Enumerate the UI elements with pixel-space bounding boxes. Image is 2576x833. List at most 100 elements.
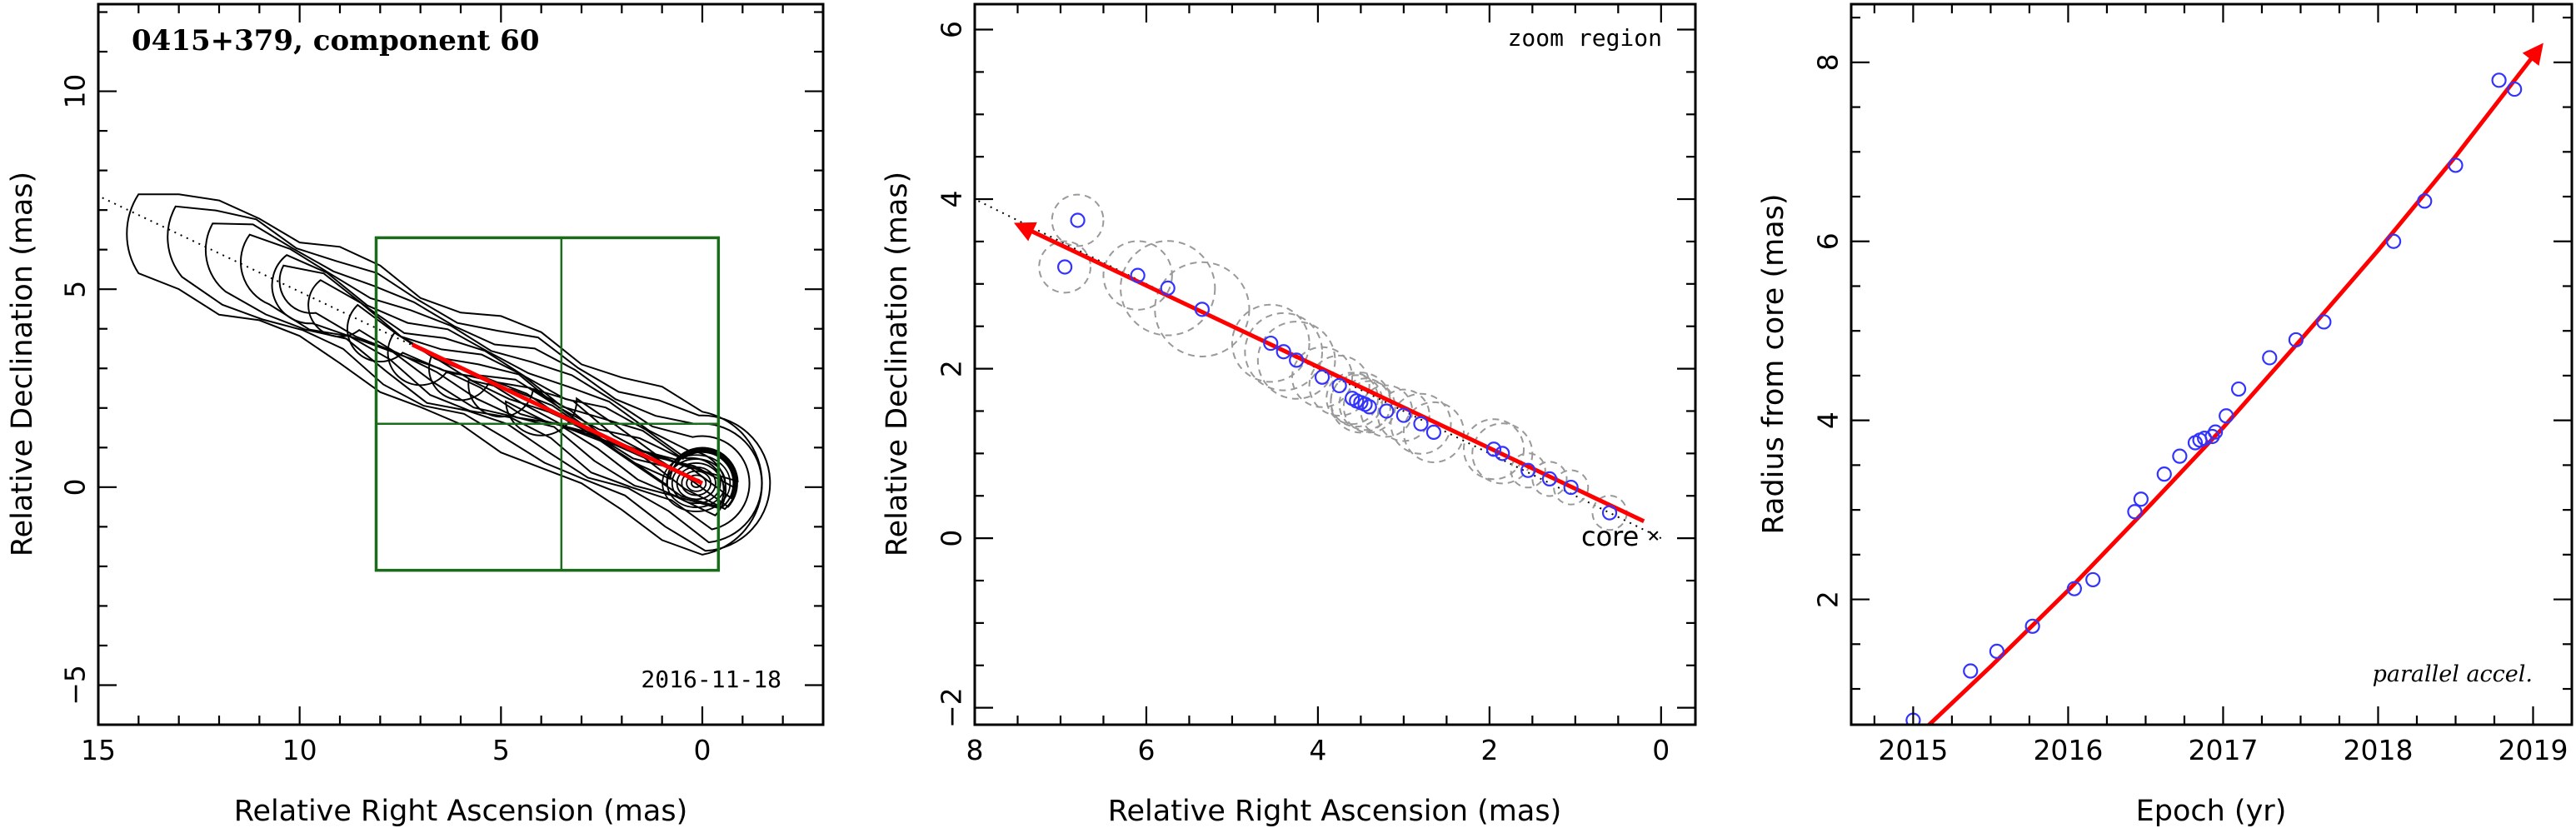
panel3-plot-content [1905, 42, 2544, 725]
uncertainty-circle [1330, 374, 1384, 428]
panel1-title: 0415+379, component 60 [132, 24, 540, 57]
contour-level [126, 193, 763, 556]
data-point [1130, 267, 1146, 283]
panel1-yaxis: −5 0 5 10 [59, 11, 823, 726]
panel1-frame [97, 2, 825, 726]
data-point [1989, 643, 2004, 659]
xtick-label: 10 [282, 734, 317, 766]
data-point [2133, 491, 2149, 507]
panel-zoom-region: 8 6 4 2 0 −2 0 2 4 6 zoom region core Relative R… [881, 2, 1697, 828]
ytick-label: 0 [59, 478, 92, 496]
uncertainty-circle [1256, 321, 1336, 400]
panel1-xaxis: 15 10 5 0 [81, 4, 825, 766]
panel1-xlabel: Relative Right Ascension (mas) [234, 795, 687, 828]
ytick-label: 0 [936, 530, 968, 547]
panel2-plot-content [975, 193, 1662, 541]
uncertainty-circle [1553, 469, 1590, 506]
panel3-frame [1850, 2, 2574, 726]
uncertainty-circle [1338, 377, 1392, 431]
panel3-xlabel: Epoch (yr) [2136, 795, 2287, 828]
xtick-label: 2019 [2499, 734, 2569, 766]
contour-level [167, 205, 771, 552]
data-point [2204, 428, 2220, 445]
uncertainty-circle [1402, 401, 1465, 463]
uncertainty-circle [1244, 312, 1324, 392]
xtick-label: 0 [1652, 734, 1670, 766]
contour-level [204, 222, 763, 544]
panel3-ylabel: Radius from core (mas) [1757, 193, 1790, 534]
panel1-date-label: 2016-11-18 [641, 666, 781, 693]
jet-axis-line [975, 198, 1662, 540]
data-point [2448, 157, 2464, 173]
data-point [2208, 424, 2224, 440]
data-point [2417, 193, 2433, 209]
uncertainty-circle [1510, 452, 1546, 489]
xtick-label: 2018 [2343, 734, 2413, 766]
data-point [1379, 403, 1395, 419]
uncertainty-circle [1231, 303, 1310, 383]
data-point [2024, 618, 2040, 634]
panel1-plot-content [98, 193, 771, 572]
xtick-label: 6 [1137, 734, 1155, 766]
panel2-core-label: core [1581, 521, 1639, 552]
core-contour [686, 474, 707, 492]
data-point [1520, 462, 1536, 478]
ytick-label: 2 [1812, 591, 1845, 608]
core-contour [681, 470, 712, 496]
data-point [2316, 314, 2332, 330]
contour-level [467, 378, 736, 489]
data-point [1495, 446, 1510, 461]
xtick-label: 2017 [2188, 734, 2258, 766]
data-point [2491, 72, 2507, 88]
data-point [2507, 81, 2523, 97]
xtick-label: 2015 [1878, 734, 1948, 766]
data-point [1425, 424, 1442, 441]
uncertainty-circle [1390, 392, 1452, 455]
core-contour [676, 466, 716, 501]
core-contour [671, 462, 721, 505]
data-point [2085, 571, 2101, 588]
uncertainty-circle [1120, 240, 1216, 337]
ytick-label: 2 [936, 360, 968, 377]
trajectory-line [411, 342, 704, 486]
data-point [1963, 663, 1979, 679]
panel2-yaxis: −2 0 2 4 6 [936, 21, 1695, 728]
panel3-yaxis: 2 4 6 8 [1812, 17, 2572, 691]
panel2-frame [973, 2, 1697, 726]
data-point [1057, 259, 1073, 275]
panel3-xaxis: 2015 2016 2017 2018 2019 [1873, 4, 2574, 766]
data-point [2156, 466, 2172, 482]
data-point [1361, 399, 1377, 415]
data-point [2219, 408, 2234, 424]
uncertainty-circle [1325, 372, 1379, 426]
data-point [1289, 352, 1305, 368]
data-point [1395, 407, 1411, 423]
panel2-xlabel: Relative Right Ascension (mas) [1108, 795, 1561, 828]
zoom-box [374, 236, 721, 572]
ytick-label: 10 [59, 74, 92, 109]
panel2-xaxis: 8 6 4 2 0 [966, 4, 1670, 766]
data-point [1331, 377, 1347, 394]
data-point [2288, 332, 2304, 348]
xtick-label: 8 [966, 734, 984, 766]
core-contour [661, 454, 731, 512]
xtick-label: 0 [694, 734, 711, 766]
data-point [1541, 471, 1558, 486]
uncertainty-circle [1308, 354, 1370, 416]
data-point [1160, 280, 1176, 297]
data-point [1194, 302, 1210, 317]
panel-contour-map: 15 10 5 0 −5 0 5 10 0415+379, component 60 201… [6, 2, 825, 828]
ytick-label: 6 [1812, 232, 1845, 250]
data-point [1276, 344, 1291, 360]
core-contour [666, 458, 726, 508]
data-point [1314, 369, 1330, 385]
ytick-label: −5 [59, 665, 92, 706]
panel2-title: zoom region [1508, 24, 1662, 52]
core-marker [1649, 531, 1659, 541]
ytick-label: 5 [59, 281, 92, 298]
xtick-label: 5 [492, 734, 510, 766]
data-point [2262, 350, 2278, 366]
ytick-label: 8 [1812, 53, 1845, 71]
data-point [1070, 212, 1086, 228]
